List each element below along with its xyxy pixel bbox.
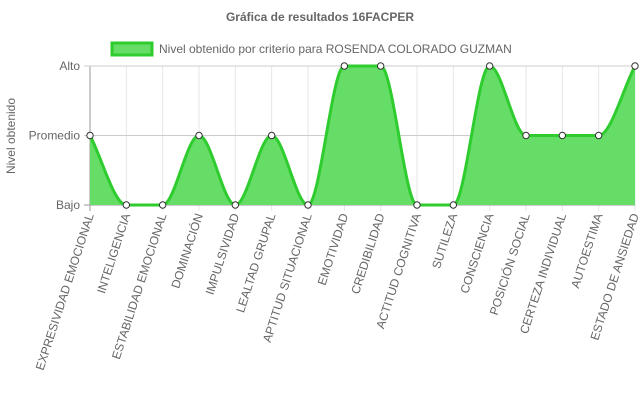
y-tick-label: Promedio (29, 129, 81, 143)
x-tick-label: SUTILEZA (429, 212, 460, 271)
x-tick-label: IMPULSIVIDAD (203, 211, 243, 296)
data-point[interactable] (631, 62, 639, 70)
data-point[interactable] (267, 131, 276, 140)
data-point[interactable] (340, 62, 349, 70)
series-line (88, 64, 637, 207)
x-tick-label: INTELIGENCIA (94, 212, 133, 296)
data-point[interactable] (122, 201, 131, 209)
x-tick-label: AUTOESTIMA (568, 212, 605, 290)
series-area (88, 64, 637, 207)
data-point[interactable] (195, 131, 203, 140)
y-tick-label: Alto (59, 59, 80, 73)
x-tick-label: EMOTIVIDAD (315, 211, 351, 287)
data-point[interactable] (594, 131, 603, 140)
x-tick-label: LEALTAD GRUPAL (233, 211, 278, 314)
y-axis-ticks: Bajo Promedio Alto (29, 59, 81, 212)
legend-label: Nivel obtenido por criterio para ROSENDA… (159, 42, 512, 56)
data-points (86, 62, 639, 209)
data-point[interactable] (522, 131, 530, 140)
data-point[interactable] (86, 131, 94, 140)
x-tick-label: CREDIBILIDAD (348, 211, 387, 296)
data-point[interactable] (485, 62, 494, 70)
data-point[interactable] (558, 131, 567, 140)
chart-title: Gráfica de resultados 16FACPER (226, 10, 414, 24)
data-point[interactable] (413, 201, 421, 209)
data-point[interactable] (231, 201, 240, 209)
data-point[interactable] (376, 62, 385, 70)
data-point[interactable] (304, 201, 312, 209)
legend-swatch (110, 41, 154, 57)
x-axis-ticks: EXPRESIVIDAD EMOCIONALINTELIGENCIAESTABI… (33, 211, 639, 372)
data-point[interactable] (158, 201, 167, 209)
data-point[interactable] (449, 201, 458, 209)
series-fill (90, 66, 635, 205)
y-tick-label: Bajo (56, 198, 80, 212)
y-axis-title: Nivel obtenido (4, 98, 18, 174)
x-tick-label: CONSCIENCIA (457, 212, 496, 296)
legend[interactable]: Nivel obtenido por criterio para ROSENDA… (110, 41, 512, 57)
x-tick-label: EXPRESIVIDAD EMOCIONAL (33, 211, 97, 372)
x-tick-label: DOMINACIÓN (167, 211, 205, 290)
